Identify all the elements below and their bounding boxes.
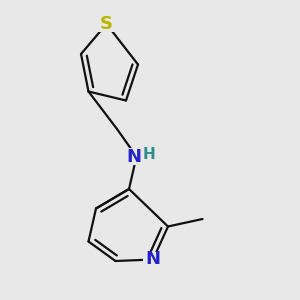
Bar (143, 252, 163, 267)
Bar (97, 16, 116, 32)
Text: N: N (127, 148, 142, 166)
Text: N: N (146, 250, 160, 268)
Text: H: H (143, 147, 155, 162)
Bar (126, 148, 147, 165)
Text: S: S (100, 15, 113, 33)
